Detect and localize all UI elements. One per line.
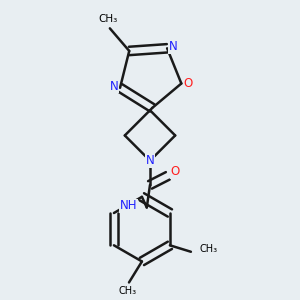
Text: NH: NH bbox=[120, 200, 137, 212]
Text: CH₃: CH₃ bbox=[200, 244, 218, 254]
Text: O: O bbox=[184, 77, 193, 90]
Text: N: N bbox=[169, 40, 177, 53]
Text: CH₃: CH₃ bbox=[118, 286, 136, 296]
Text: CH₃: CH₃ bbox=[99, 14, 118, 24]
Text: N: N bbox=[146, 154, 154, 167]
Text: O: O bbox=[170, 166, 179, 178]
Text: N: N bbox=[110, 80, 118, 93]
